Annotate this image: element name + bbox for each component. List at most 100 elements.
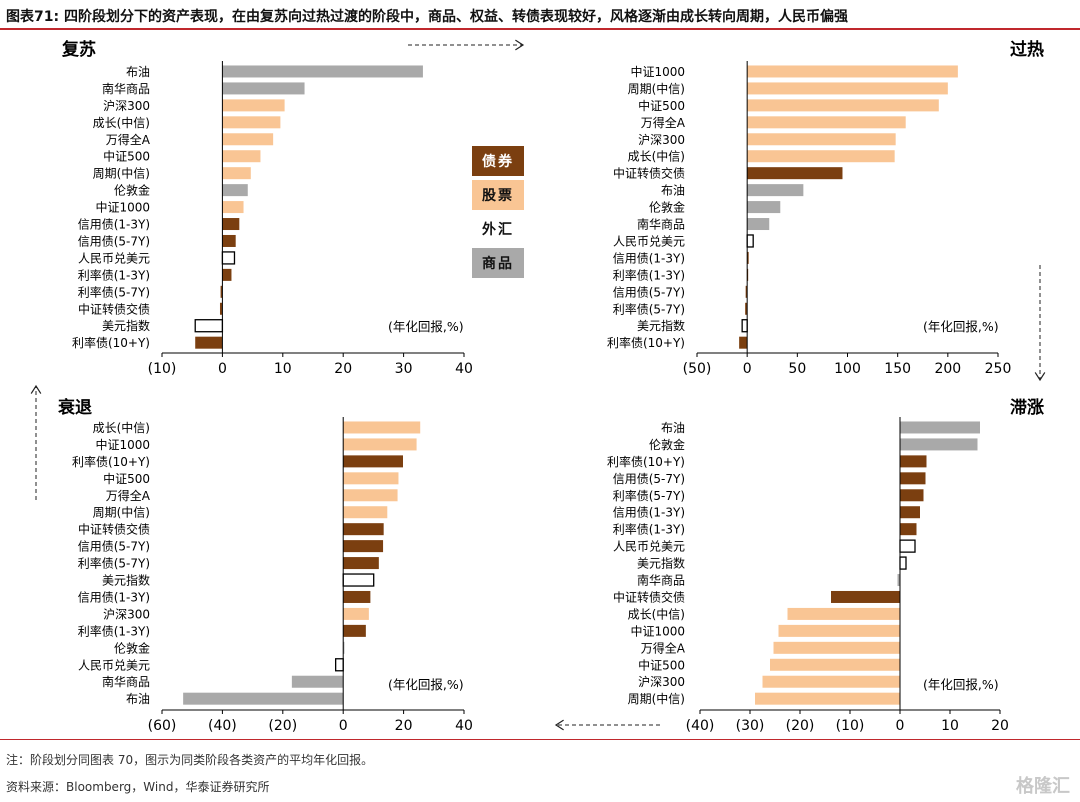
bar-1 [747,82,948,95]
bar-2 [747,99,939,112]
bar-0 [222,65,423,78]
bar-16 [755,692,900,705]
category-label: 伦敦金 [649,437,685,452]
panel-1: 过热 (年化回报,%) 中证1000 周期(中信) 中证500 万得全A 沪深300 成长(中… [607,39,1044,377]
bar-5 [343,506,388,519]
bar-0 [343,421,421,434]
bar-10 [746,234,754,248]
bar-1 [900,438,978,451]
arrow-down-head [1034,372,1046,382]
legend: 债券 股票 外汇 商品 [472,146,524,282]
legend-item: 外汇 [472,214,524,244]
category-label: 人民币兑美元 [613,234,685,248]
bar-3 [900,472,926,485]
footer-rule [0,739,1080,740]
category-label: 南华商品 [637,217,685,232]
panel-title: 复苏 [61,39,96,60]
category-label: 中证500 [103,471,150,486]
tick-label: 250 [985,361,1012,377]
bar-14 [770,658,900,671]
watermark: 格隆汇 [1016,776,1070,797]
category-label: 中证1000 [95,437,150,452]
bar-13 [773,641,900,654]
tick-label: (60) [148,718,177,734]
category-label: 利率债(5-7Y) [78,284,150,299]
bar-8 [747,201,781,214]
category-label: 利率债(10+Y) [607,335,685,350]
category-label: 布油 [661,184,685,198]
panel-title: 滞涨 [1010,398,1044,418]
bar-15 [762,675,900,688]
bar-15 [741,319,748,333]
bar-13 [220,285,223,298]
tick-label: 200 [934,361,961,377]
tick-label: 20 [334,361,352,377]
bar-14 [745,302,748,315]
category-label: 沪深300 [103,607,150,621]
category-label: 美元指数 [637,318,685,333]
category-label: 利率债(1-3Y) [613,267,685,282]
category-label: 沪深300 [103,99,150,113]
figure-title: 图表71: 四阶段划分下的资产表现，在由复苏向过热过渡的阶段中，商品、权益、转债… [6,9,848,25]
bar-7 [899,539,916,553]
bar-2 [343,455,403,468]
bar-15 [291,675,344,688]
bar-11 [221,251,236,265]
category-label: 人民币兑美元 [78,658,150,672]
bar-9 [222,218,240,231]
bar-6 [222,167,251,180]
category-label: 信用债(5-7Y) [78,540,150,554]
category-label: 成长(中信) [628,149,685,164]
bar-4 [222,133,274,146]
tick-label: (40) [208,718,237,734]
tick-label: 0 [743,361,752,377]
bar-16 [739,336,748,349]
category-label: 南华商品 [102,674,150,689]
bar-6 [900,523,917,536]
tick-label: (10) [836,718,865,734]
category-label: 信用债(5-7Y) [613,285,685,299]
tick-label: (20) [786,718,815,734]
bar-0 [747,65,958,78]
panel-title: 过热 [1010,39,1044,60]
bar-7 [222,184,248,197]
tick-label: (40) [686,718,715,734]
bar-3 [222,116,281,129]
tick-label: (30) [736,718,765,734]
legend-item: 股票 [472,180,524,210]
category-label: 南华商品 [637,573,685,588]
bar-12 [343,624,366,637]
category-label: 伦敦金 [114,640,150,655]
category-label: 中证转债交债 [78,522,150,537]
cycle-arrows [30,39,1046,731]
category-label: 美元指数 [637,556,685,571]
category-label: 美元指数 [102,573,150,588]
category-label: 利率债(10+Y) [72,454,150,469]
bar-8 [222,201,244,214]
category-label: 中证转债交债 [613,166,685,181]
bar-12 [778,624,900,637]
bar-3 [343,472,399,485]
category-label: 周期(中信) [93,505,150,520]
arrow-up-head [30,384,42,394]
unit-label: (年化回报,%) [923,677,999,692]
bar-12 [222,268,232,281]
bar-13 [343,641,345,654]
category-label: 万得全A [641,115,686,130]
title-rule [0,28,1080,30]
category-label: 中证1000 [630,64,685,79]
category-label: 利率债(5-7Y) [613,488,685,503]
category-label: 利率债(10+Y) [607,454,685,469]
bar-13 [745,285,748,298]
category-label: 人民币兑美元 [613,540,685,554]
category-label: 万得全A [106,132,151,147]
tick-label: (20) [268,718,297,734]
bar-14 [334,658,344,672]
category-label: 布油 [126,692,150,706]
tick-label: 100 [834,361,861,377]
category-label: 利率债(1-3Y) [78,267,150,282]
legend-item: 商品 [472,248,524,278]
category-label: 布油 [661,421,685,435]
category-label: 中证500 [103,149,150,164]
